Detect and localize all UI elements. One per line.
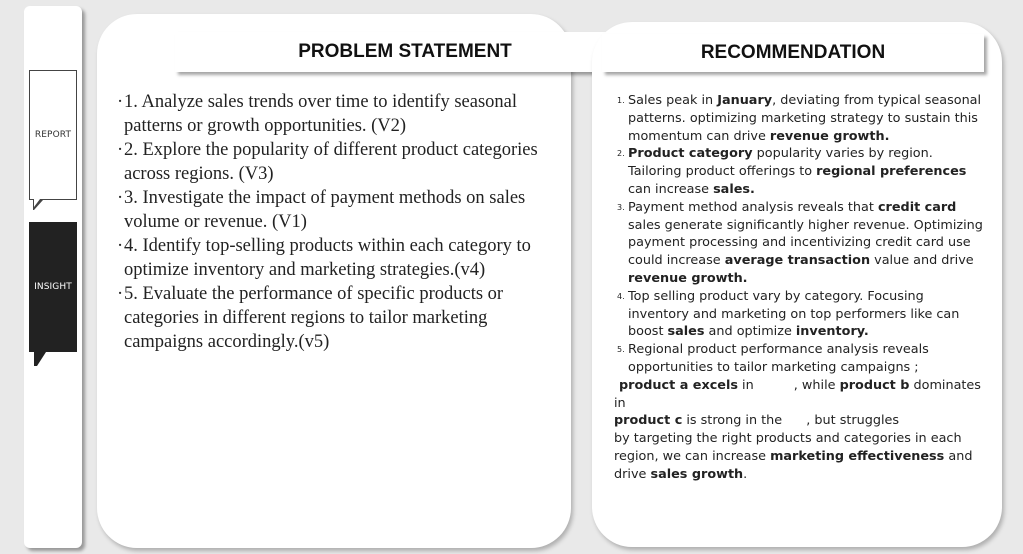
problem-statement-panel: PROBLEM STATEMENT · 1. Analyze sales tren…: [97, 14, 635, 548]
problem-item: · 5. Evaluate the performance of specific…: [117, 284, 504, 352]
recommendation-panel: RECOMMENDATION 1. Sales peak in January, …: [592, 22, 1002, 547]
nav-report-label: REPORT: [34, 130, 72, 140]
insight-callout-tail: [34, 352, 46, 366]
recommendation-item: 1. Sales peak in January, deviating from …: [617, 93, 982, 144]
nav-insight-button[interactable]: INSIGHT: [29, 222, 77, 366]
recommendation-list: 1. Sales peak in January, deviating from …: [614, 92, 986, 484]
recommendation-item: 2. Product category popularity varies by …: [617, 146, 967, 197]
recommendation-item: 5. Regional product performance analysis …: [617, 342, 929, 375]
recommendation-detail-text: product a excels in , while product b do…: [614, 377, 981, 482]
problem-item: · 4. Identify top-selling products within…: [117, 236, 531, 280]
nav-report-button[interactable]: REPORT: [29, 70, 77, 210]
recommendation-item: 4. Top selling product vary by category. …: [617, 288, 960, 340]
problem-item: · 1. Analyze sales trends over time to id…: [117, 92, 518, 136]
problem-statement-title: PROBLEM STATEMENT: [175, 32, 635, 72]
problem-item: · 3. Investigate the impact of payment me…: [117, 188, 526, 232]
recommendation-title: RECOMMENDATION: [602, 34, 984, 72]
problem-item: · 2. Explore the popularity of different …: [117, 140, 538, 184]
nav-insight-label: INSIGHT: [34, 282, 72, 292]
problem-list: · 1. Analyze sales trends over time to id…: [117, 90, 557, 354]
recommendation-item: 3. Payment method analysis reveals that c…: [617, 199, 983, 286]
